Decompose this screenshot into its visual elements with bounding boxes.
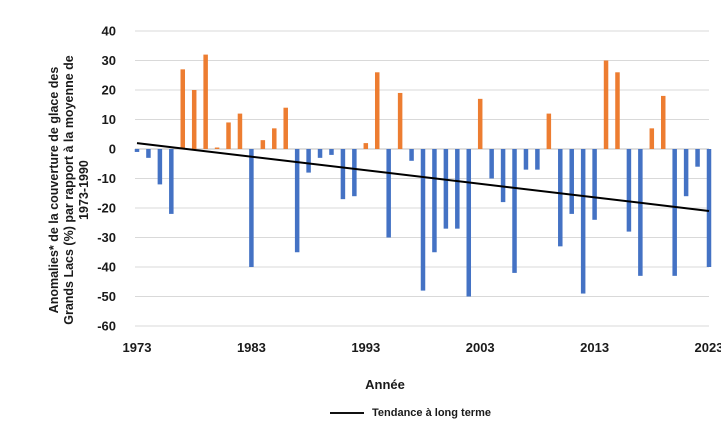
y-tick-label: -40 — [97, 260, 116, 275]
bar — [638, 149, 643, 276]
bar — [523, 149, 529, 170]
bar — [535, 149, 540, 170]
trend-line-path — [136, 142, 710, 212]
bar — [420, 149, 426, 291]
bar — [500, 149, 506, 203]
bar — [146, 149, 151, 158]
y-tick-label: 40 — [102, 24, 116, 39]
bar — [352, 149, 357, 197]
y-tick-label: -10 — [97, 171, 116, 186]
bar — [443, 149, 449, 229]
bar — [191, 90, 197, 149]
bar — [226, 122, 231, 149]
bar — [649, 128, 655, 149]
bar — [580, 149, 586, 294]
x-tick-label: 2003 — [466, 340, 495, 355]
bar — [294, 149, 300, 253]
y-tick-label: 20 — [102, 83, 116, 98]
x-tick-label: 1993 — [351, 340, 380, 355]
bar — [672, 149, 677, 276]
x-tick-label: 1983 — [237, 340, 266, 355]
bar — [455, 149, 460, 229]
bar — [603, 60, 609, 149]
y-tick-labels: 40 30 20 10 0 -10 -20 -30 -40 -50 -60 — [97, 24, 116, 334]
x-tick-labels: 1973 1983 1993 2003 2013 2023 — [123, 340, 721, 355]
legend-trend-label: Tendance à long terme — [372, 407, 491, 419]
bar — [134, 149, 140, 152]
trend-line — [136, 142, 710, 212]
bar — [169, 149, 174, 214]
bar — [489, 149, 494, 179]
bar — [203, 54, 208, 149]
bar — [512, 149, 517, 273]
y-tick-label: -20 — [97, 201, 116, 216]
y-tick-label: 30 — [102, 53, 116, 68]
legend-trend-swatch — [330, 412, 364, 414]
bar — [340, 149, 346, 200]
bar — [466, 149, 472, 297]
bar — [397, 92, 403, 149]
bar — [180, 69, 186, 149]
bar — [432, 149, 437, 253]
bar — [477, 98, 483, 149]
bar — [374, 72, 380, 149]
bar — [283, 107, 288, 149]
y-tick-label: 10 — [102, 112, 116, 127]
bar — [706, 149, 712, 267]
bar — [157, 149, 163, 185]
gridlines — [135, 30, 709, 327]
bar — [317, 149, 323, 158]
bar — [626, 149, 632, 232]
bar — [683, 149, 689, 197]
bar — [260, 140, 266, 149]
bar — [249, 149, 254, 267]
bar — [306, 149, 311, 173]
x-tick-label: 2013 — [580, 340, 609, 355]
bar — [615, 72, 620, 149]
x-tick-label: 2023 — [695, 340, 721, 355]
bar — [558, 149, 563, 247]
bar — [386, 149, 391, 238]
bars — [134, 54, 712, 297]
bar — [695, 149, 700, 167]
y-tick-label: -50 — [97, 289, 116, 304]
y-tick-label: -30 — [97, 230, 116, 245]
bar — [363, 143, 369, 149]
legend: Tendance à long terme — [330, 405, 491, 421]
x-axis-label: Année — [365, 377, 405, 392]
bar — [237, 113, 243, 149]
bar — [214, 147, 220, 149]
y-axis-label: Anomalies* de la couverture de glace des… — [47, 55, 91, 325]
bar — [660, 95, 666, 149]
y-tick-label: -60 — [97, 319, 116, 334]
bar — [329, 149, 334, 155]
x-tick-label: 1973 — [123, 340, 152, 355]
y-tick-label: 0 — [109, 142, 116, 157]
bar — [272, 128, 277, 149]
bar — [569, 149, 574, 214]
bar — [592, 149, 597, 220]
bar — [409, 149, 414, 161]
bar — [546, 113, 552, 149]
